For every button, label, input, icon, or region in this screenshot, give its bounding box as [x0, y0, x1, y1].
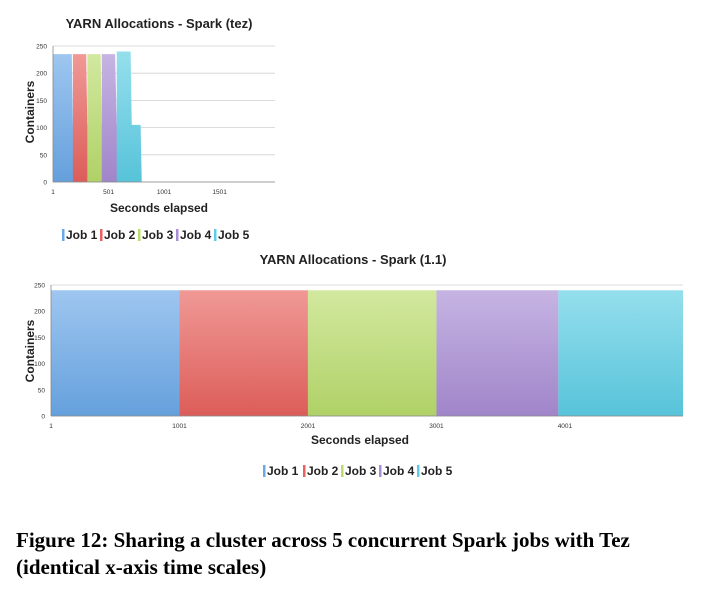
- chart-spark-1-1: YARN Allocations - Spark (1.1) Container…: [23, 252, 683, 478]
- x-tick-label: 1001: [172, 423, 187, 430]
- x-axis-label: Seconds elapsed: [110, 201, 208, 215]
- x-tick-label: 1: [49, 423, 53, 430]
- y-axis-label: Containers: [23, 319, 37, 382]
- chart-title: YARN Allocations - Spark (1.1): [260, 252, 447, 267]
- y-tick-label: 50: [38, 387, 46, 394]
- y-tick-label: 250: [36, 44, 47, 51]
- series-area-job-3: [307, 290, 437, 416]
- x-ticks: 1 1001 2001 3001 4001: [49, 423, 572, 430]
- legend-swatch: [138, 229, 141, 241]
- legend-item-label: Job 1: [267, 464, 299, 478]
- x-tick-label: 4001: [558, 423, 573, 430]
- x-ticks: 1 501 1001 1501: [51, 189, 227, 196]
- legend-item-label: Job 3: [142, 228, 174, 242]
- legend-swatch: [176, 229, 179, 241]
- series-layer: [53, 51, 142, 182]
- legend-item-label: Job 1: [66, 228, 98, 242]
- legend-item-label: Job 5: [218, 228, 250, 242]
- x-axis-label: Seconds elapsed: [311, 433, 409, 447]
- x-tick-label: 1001: [157, 189, 172, 196]
- y-tick-label: 100: [36, 125, 47, 132]
- legend-swatch: [303, 465, 306, 477]
- x-tick-label: 1: [51, 189, 55, 196]
- legend-swatch: [100, 229, 103, 241]
- y-tick-label: 150: [36, 98, 47, 105]
- x-tick-label: 3001: [429, 423, 444, 430]
- series-area-job-4: [436, 290, 559, 416]
- x-tick-label: 1501: [212, 189, 227, 196]
- legend: Job 1 Job 2 Job 3 Job 4 Job 5: [263, 464, 453, 478]
- legend-item-label: Job 2: [307, 464, 339, 478]
- chart-title: YARN Allocations - Spark (tez): [66, 16, 253, 31]
- x-tick-label: 2001: [301, 423, 316, 430]
- legend-item-label: Job 5: [421, 464, 453, 478]
- chart-tez: YARN Allocations - Spark (tez) Container…: [23, 16, 275, 242]
- legend-swatch: [263, 465, 266, 477]
- y-tick-label: 50: [40, 152, 48, 159]
- legend-item-label: Job 4: [180, 228, 212, 242]
- series-area-job-2: [179, 290, 308, 416]
- legend-item-label: Job 4: [383, 464, 415, 478]
- legend-swatch: [341, 465, 344, 477]
- legend-swatch: [62, 229, 65, 241]
- y-ticks: 0 50 100 150 200 250: [36, 44, 47, 187]
- legend-swatch: [379, 465, 382, 477]
- legend: Job 1 Job 2 Job 3 Job 4 Job 5: [62, 228, 250, 242]
- y-tick-label: 150: [34, 335, 45, 342]
- y-tick-label: 100: [34, 361, 45, 368]
- x-tick-label: 501: [103, 189, 114, 196]
- legend-item-label: Job 2: [104, 228, 136, 242]
- series-area-job-1: [51, 290, 180, 416]
- legend-swatch: [417, 465, 420, 477]
- y-tick-label: 250: [34, 283, 45, 290]
- axes: [52, 46, 275, 183]
- y-ticks: 0 50 100 150 200 250: [34, 283, 45, 421]
- series-area-job-5: [116, 51, 142, 182]
- legend-item-label: Job 3: [345, 464, 377, 478]
- y-tick-label: 0: [43, 180, 47, 187]
- y-tick-label: 200: [36, 71, 47, 78]
- legend-swatch: [214, 229, 217, 241]
- y-tick-label: 0: [41, 414, 45, 421]
- series-area-job-5: [558, 290, 683, 416]
- axes: [50, 285, 683, 417]
- figure: YARN Allocations - Spark (tez) Container…: [23, 16, 683, 478]
- series-layer: [51, 290, 683, 416]
- y-tick-label: 200: [34, 309, 45, 316]
- y-axis-label: Containers: [23, 80, 37, 143]
- figure-caption: Figure 12: Sharing a cluster across 5 co…: [16, 528, 630, 579]
